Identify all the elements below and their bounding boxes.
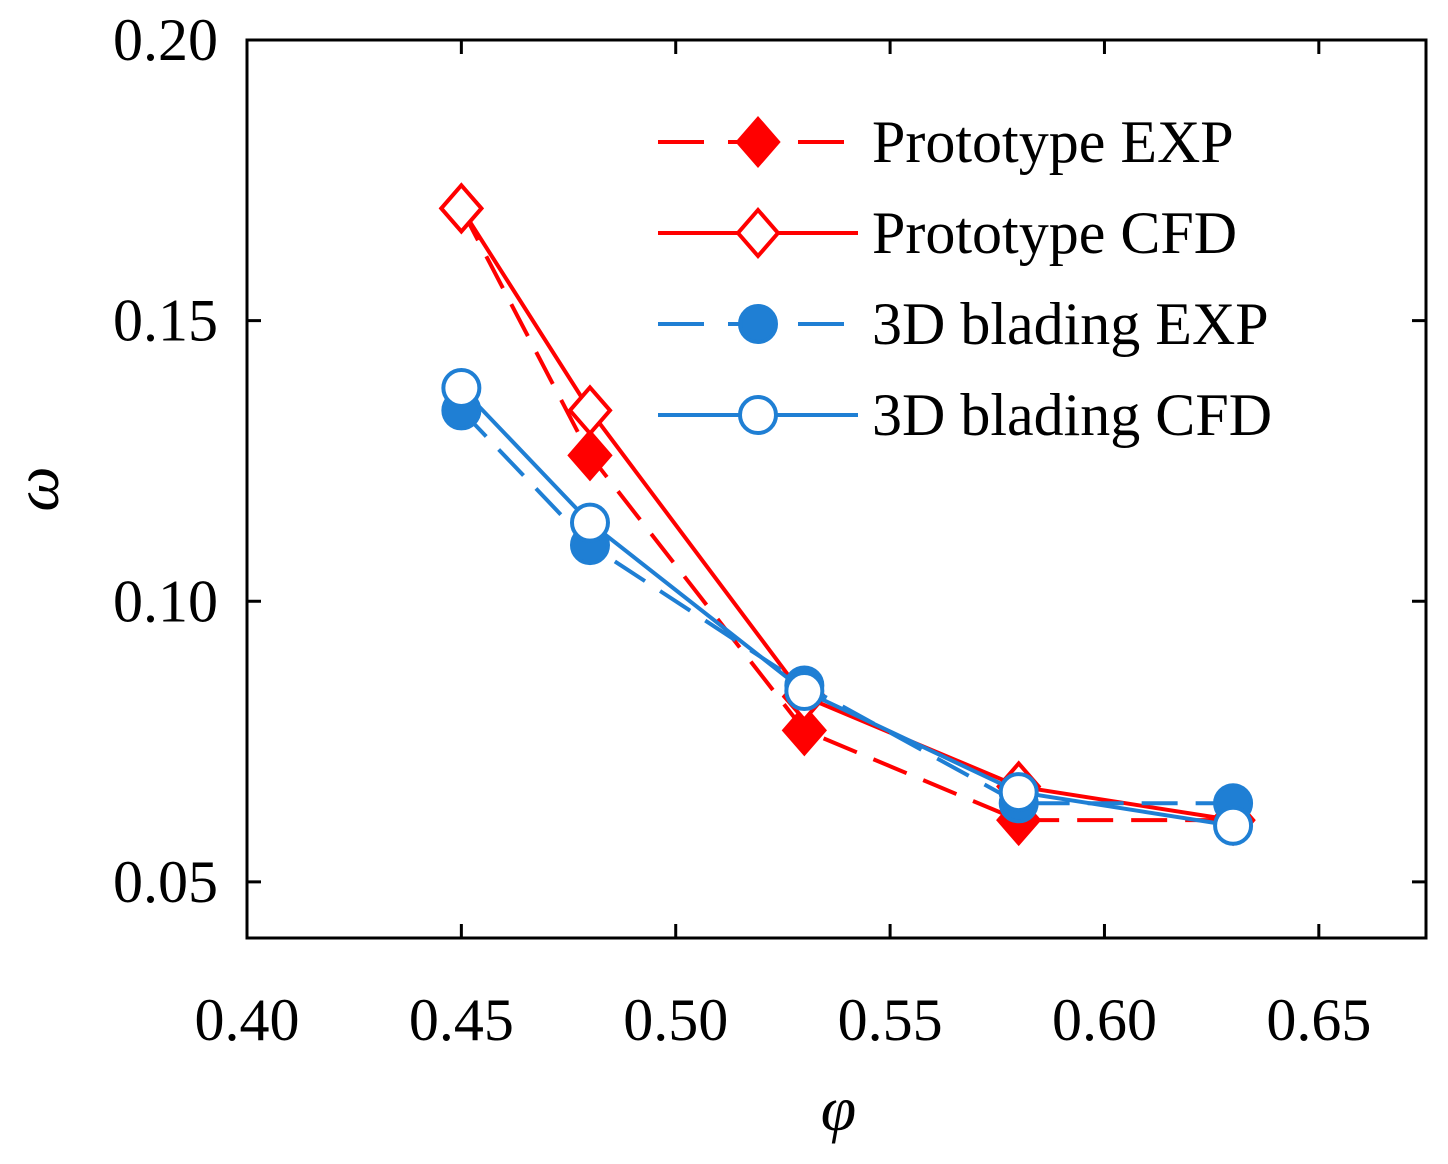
data-point — [784, 671, 825, 712]
y-axis-title: ω — [1, 466, 72, 511]
series-3 — [441, 390, 1254, 824]
data-point — [569, 502, 610, 543]
x-axis-title: φ — [821, 1073, 856, 1144]
data-point — [438, 182, 485, 235]
x-tick-label: 0.40 — [195, 987, 300, 1053]
legend-label: Prototype CFD — [872, 200, 1237, 266]
legend-marker — [738, 304, 778, 344]
y-tick-label: 0.20 — [113, 7, 218, 73]
data-point — [998, 772, 1039, 813]
legend-label: 3D blading EXP — [872, 291, 1269, 357]
legend-label: Prototype EXP — [872, 109, 1234, 175]
legend: Prototype EXP Prototype CFD 3D blading EXP… — [658, 109, 1272, 448]
legend-label: 3D blading CFD — [872, 382, 1272, 448]
legend-marker — [735, 206, 781, 260]
plot-frame — [245, 38, 1428, 940]
series-4 — [441, 367, 1254, 846]
y-tick-label: 0.10 — [113, 568, 218, 634]
series-2 — [438, 182, 1256, 847]
y-tick-label: 0.05 — [113, 849, 218, 915]
data-point — [567, 429, 613, 482]
x-tick-label: 0.50 — [623, 987, 728, 1053]
legend-marker — [738, 395, 778, 435]
x-tick-label: 0.65 — [1266, 987, 1371, 1053]
data-point — [441, 367, 482, 408]
x-tick-label: 0.45 — [409, 987, 514, 1053]
series-line — [459, 409, 1234, 806]
series-layer — [438, 182, 1256, 847]
tick-labels-layer: 0.40 0.45 0.50 0.55 0.60 0.65 0.05 0.10 0.15 0.20 — [113, 7, 1371, 1053]
data-point — [1213, 805, 1254, 846]
y-tick-label: 0.15 — [113, 288, 218, 354]
series-1 — [438, 182, 1256, 847]
x-tick-label: 0.55 — [838, 987, 943, 1053]
data-point — [567, 384, 613, 437]
legend-marker — [735, 115, 781, 169]
ticks-layer — [245, 38, 1426, 938]
x-tick-label: 0.60 — [1052, 987, 1157, 1053]
data-point — [781, 704, 827, 757]
